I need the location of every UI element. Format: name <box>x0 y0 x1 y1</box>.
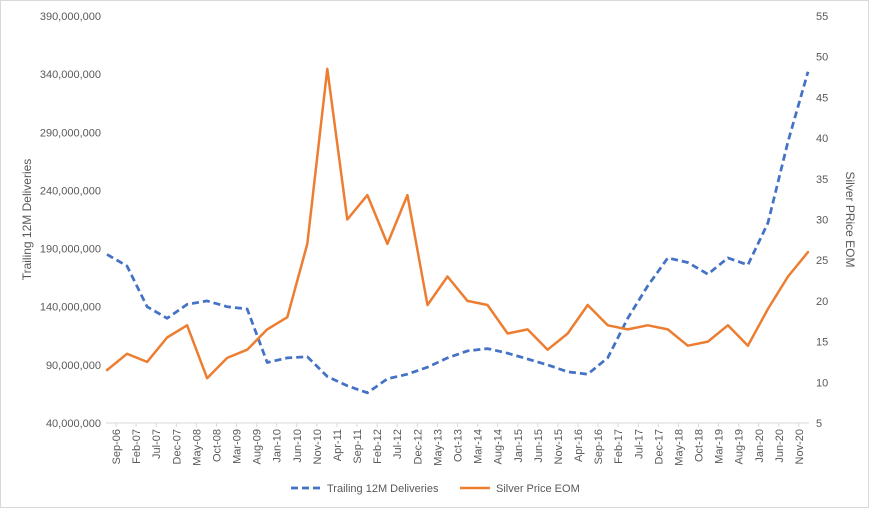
x-axis-tick-label: Sep-11 <box>352 429 364 464</box>
left-axis-tick-label: 40,000,000 <box>46 418 101 430</box>
right-axis-tick-label: 15 <box>816 337 828 349</box>
x-axis-tick-label: May-08 <box>191 429 203 466</box>
x-axis-tick-label: Nov-20 <box>794 429 806 464</box>
right-axis-tick-label: 35 <box>816 174 828 186</box>
left-axis-tick-label: 390,000,000 <box>40 11 101 23</box>
x-axis-tick-label: Jul-17 <box>633 429 645 459</box>
right-axis-tick-label: 45 <box>816 92 828 104</box>
right-axis-tick-label: 5 <box>816 418 822 430</box>
x-axis-tick-label: Aug-19 <box>734 429 746 464</box>
x-axis-tick-label: Oct-13 <box>453 429 465 462</box>
x-axis-tick-label: Dec-07 <box>171 429 183 464</box>
series-line-deliveries <box>106 71 810 395</box>
x-axis-tick-label: Jun-15 <box>533 429 545 463</box>
x-axis-tick-label: Jun-10 <box>292 429 304 463</box>
left-axis-tick-label: 240,000,000 <box>40 185 101 197</box>
x-axis-tick-label: Oct-18 <box>694 429 706 462</box>
legend-label-silver-price: Silver Price EOM <box>496 483 580 495</box>
left-axis-title: Trailing 12M Deliveries <box>20 159 34 281</box>
right-axis-tick-label: 20 <box>816 296 828 308</box>
x-axis-tick-label: May-18 <box>673 429 685 466</box>
x-axis-tick-label: Jan-15 <box>513 429 525 463</box>
x-axis-tick-label: Sep-16 <box>593 429 605 464</box>
x-axis-tick-label: Jun-20 <box>774 429 786 463</box>
x-axis-tick-label: Dec-12 <box>412 429 424 464</box>
x-axis-tick-label: Aug-14 <box>493 429 505 464</box>
x-axis-tick-label: Feb-07 <box>131 429 143 464</box>
x-axis-tick-label: Mar-14 <box>473 429 485 464</box>
x-axis-tick-label: Jul-07 <box>151 429 163 459</box>
x-axis-tick-label: Nov-15 <box>553 429 565 464</box>
right-axis-tick-label: 55 <box>816 11 828 23</box>
x-axis-tick-label: Aug-09 <box>252 429 264 464</box>
left-axis-tick-label: 340,000,000 <box>40 69 101 81</box>
x-axis-tick-label: Mar-09 <box>232 429 244 464</box>
right-axis-tick-label: 30 <box>816 215 828 227</box>
legend-label-deliveries: Trailing 12M Deliveries <box>327 483 439 495</box>
left-axis-tick-label: 140,000,000 <box>40 302 101 314</box>
x-axis-tick-label: Nov-10 <box>312 429 324 464</box>
x-axis-tick-label: Sep-06 <box>111 429 123 464</box>
x-axis-tick-label: Mar-19 <box>714 429 726 464</box>
right-axis-tick-label: 40 <box>816 133 828 145</box>
x-axis-tick-label: Jan-20 <box>754 429 766 463</box>
right-axis-tick-label: 10 <box>816 377 828 389</box>
left-axis-tick-label: 90,000,000 <box>46 360 101 372</box>
left-axis-tick-label: 290,000,000 <box>40 127 101 139</box>
x-axis-tick-label: Jan-10 <box>272 429 284 463</box>
x-axis-tick-label: Jul-12 <box>392 429 404 459</box>
x-axis-tick-label: Dec-17 <box>653 429 665 464</box>
x-axis-tick-label: Oct-08 <box>211 429 223 462</box>
x-axis-tick-label: Apr-11 <box>332 429 344 461</box>
x-axis-tick-label: Apr-16 <box>573 429 585 462</box>
right-axis-title: Silver PRice EOM <box>843 171 857 267</box>
right-axis-tick-label: 50 <box>816 52 828 64</box>
series-line-silver-price <box>105 67 810 380</box>
legend: Trailing 12M Deliveries Silver Price EOM <box>291 483 580 495</box>
right-axis-tick-label: 25 <box>816 255 828 267</box>
x-axis-tick-label: Feb-17 <box>613 429 625 464</box>
left-axis-tick-label: 190,000,000 <box>40 244 101 256</box>
x-axis-tick-label: Feb-12 <box>372 429 384 464</box>
x-axis-tick-label: May-13 <box>432 429 444 466</box>
